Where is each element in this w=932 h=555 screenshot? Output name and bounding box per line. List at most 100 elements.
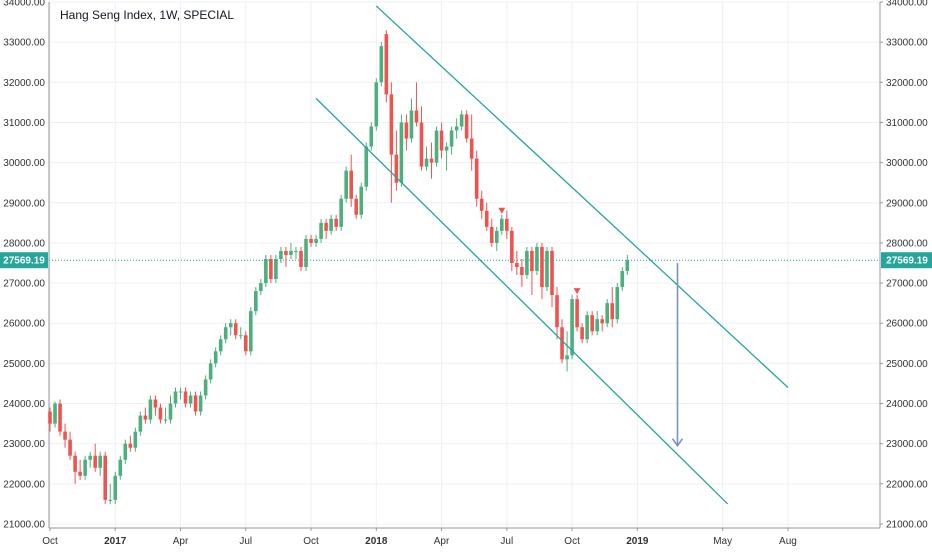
candle-up	[625, 254, 630, 276]
candle-body	[269, 258, 273, 280]
candle-body	[510, 230, 514, 263]
candle-body	[449, 130, 454, 147]
candle-body	[575, 299, 579, 328]
y-tick-label-right: 30000.00	[886, 158, 928, 169]
candle-body	[434, 130, 439, 163]
candle-down	[540, 242, 544, 300]
candle-body	[324, 222, 328, 231]
candle-up	[249, 307, 253, 356]
x-tick-label: Oct	[564, 536, 580, 547]
candle-body	[359, 186, 364, 215]
y-tick-label-left: 25000.00	[3, 359, 45, 370]
candle-body	[223, 327, 228, 340]
candle-body	[484, 210, 489, 227]
candle-down	[510, 226, 514, 272]
candle-up	[494, 226, 499, 251]
candle-up	[545, 246, 549, 292]
candle-up	[409, 98, 414, 143]
candle-up	[163, 407, 168, 424]
x-tick-label: Oct	[303, 536, 319, 547]
candle-body	[118, 459, 123, 476]
candle-down	[479, 190, 484, 219]
candle-down	[404, 114, 409, 151]
candle-down	[520, 258, 524, 288]
candle-body	[193, 395, 198, 412]
candle-body	[585, 315, 589, 340]
candle-up	[314, 234, 318, 247]
candle-up	[304, 234, 308, 272]
y-tick-label-left: 26000.00	[3, 319, 45, 330]
candle-up	[424, 146, 429, 171]
candle-body	[464, 114, 469, 139]
candle-body	[530, 250, 534, 272]
candle-body	[560, 327, 564, 360]
candle-body	[424, 158, 429, 167]
candle-body	[384, 34, 389, 95]
candle-up	[500, 214, 504, 235]
candle-body	[249, 311, 253, 352]
candle-down	[600, 315, 604, 332]
candle-body	[535, 246, 539, 272]
candle-body	[83, 459, 87, 476]
candle-down	[143, 407, 148, 424]
candle-down	[484, 202, 489, 231]
candle-up	[133, 427, 138, 452]
candle-body	[103, 455, 108, 500]
candle-down	[93, 443, 97, 472]
candle-body	[489, 226, 494, 243]
candle-down	[555, 287, 559, 340]
candle-body	[520, 267, 524, 276]
channel-lower-line	[315, 97, 729, 505]
candle-body	[53, 403, 57, 424]
candle-body	[163, 419, 168, 421]
candles	[48, 30, 630, 504]
candle-body	[148, 399, 153, 420]
candle-up	[444, 142, 449, 171]
candle-up	[274, 254, 278, 284]
candle-body	[78, 471, 82, 476]
candle-body	[334, 218, 338, 227]
candle-up	[615, 283, 620, 324]
candle-down	[489, 218, 494, 247]
y-tick-label-left: 32000.00	[3, 78, 45, 89]
candle-down	[610, 287, 615, 328]
candle-body	[354, 198, 359, 215]
candle-body	[138, 415, 143, 432]
candle-down	[394, 130, 399, 191]
candle-body	[615, 287, 620, 320]
y-tick-label-right: 23000.00	[886, 439, 928, 450]
candle-down	[590, 311, 594, 336]
candle-body	[479, 198, 484, 211]
candle-body	[459, 114, 464, 127]
x-tick-label: Aug	[779, 536, 797, 547]
candle-down	[324, 218, 328, 239]
candle-body	[183, 391, 188, 404]
y-tick-label-left: 30000.00	[3, 158, 45, 169]
candle-up	[374, 78, 379, 131]
candle-body	[228, 323, 233, 328]
candle-body	[264, 258, 268, 284]
candle-down	[469, 114, 474, 171]
candle-body	[339, 198, 343, 227]
candle-up	[259, 279, 263, 296]
candle-body	[238, 335, 243, 337]
candle-body	[218, 339, 223, 352]
candle-down	[515, 250, 519, 276]
candle-down	[384, 30, 389, 103]
y-tick-label-right: 29000.00	[886, 198, 928, 209]
candle-body	[68, 439, 72, 456]
y-tick-label-right: 34000.00	[886, 0, 928, 9]
candle-body	[274, 258, 278, 280]
candle-up	[83, 455, 87, 480]
candle-body	[444, 146, 449, 151]
candle-body	[580, 327, 584, 340]
candle-body	[158, 407, 163, 420]
y-tick-label-right: 21000.00	[886, 519, 928, 530]
candle-up	[223, 323, 228, 344]
candle-up	[339, 194, 343, 231]
candle-body	[73, 455, 77, 472]
candle-up	[379, 42, 384, 87]
candle-up	[203, 375, 208, 400]
candle-body	[474, 158, 479, 199]
